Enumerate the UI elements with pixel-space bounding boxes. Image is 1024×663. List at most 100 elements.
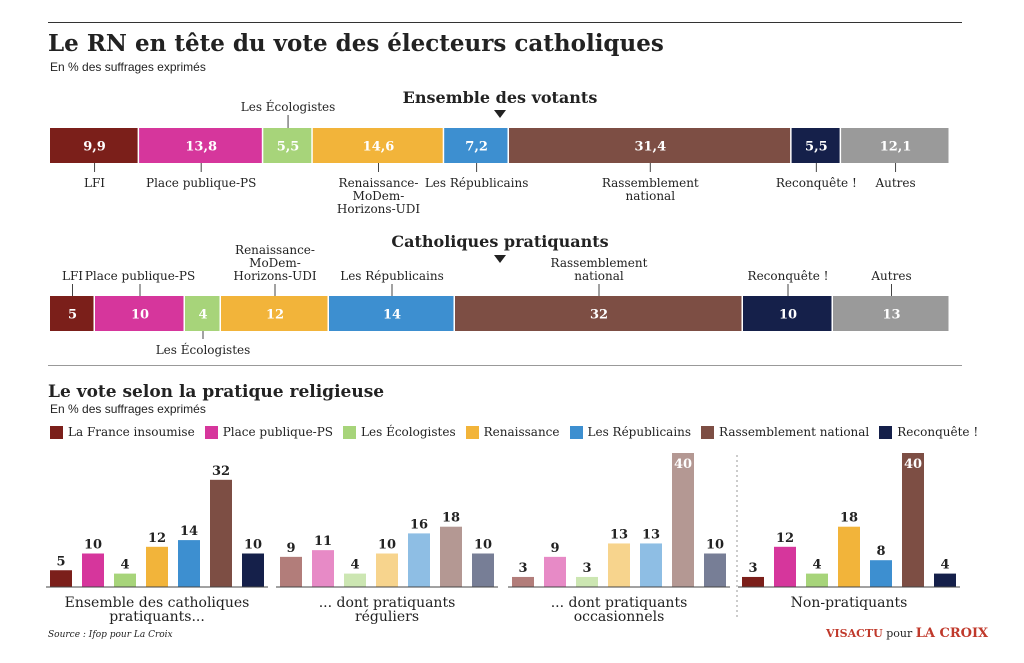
group-bar bbox=[114, 573, 136, 587]
legend-label: Les Écologistes bbox=[361, 425, 456, 439]
segment-value-label: 5,5 bbox=[805, 140, 828, 155]
group-bar bbox=[608, 543, 630, 587]
group-bar bbox=[50, 570, 72, 587]
group-label: Non-pratiquants bbox=[791, 595, 908, 611]
bar-value-label: 12 bbox=[776, 531, 794, 546]
stack-segment bbox=[455, 296, 742, 331]
group-bar bbox=[742, 576, 764, 587]
stack-segment bbox=[791, 128, 840, 163]
segment-category-label: Rassemblement bbox=[551, 256, 648, 270]
group-bar bbox=[512, 576, 534, 587]
stack-segment bbox=[221, 296, 328, 331]
segment-value-label: 14 bbox=[383, 308, 401, 323]
group-bar bbox=[774, 546, 796, 587]
segment-category-label: Reconquête ! bbox=[776, 176, 857, 190]
legend-swatch bbox=[879, 425, 893, 439]
segment-category-label: LFI bbox=[84, 176, 105, 190]
credit-brand-visactu: VISACTU bbox=[826, 627, 883, 640]
legend-swatch bbox=[569, 425, 583, 439]
bar-value-label: 4 bbox=[812, 558, 821, 573]
group-label: ... dont pratiquants bbox=[551, 595, 688, 611]
segment-category-label: Renaissance- bbox=[235, 243, 315, 257]
legend-item: Rassemblement national bbox=[701, 425, 869, 439]
section2-subtitle: En % des suffrages exprimés bbox=[50, 402, 206, 416]
legend-item: Renaissance bbox=[465, 425, 560, 439]
segment-value-label: 13,8 bbox=[185, 140, 217, 155]
group-bar bbox=[178, 540, 200, 587]
segment-value-label: 10 bbox=[779, 308, 797, 323]
stack-segment bbox=[329, 296, 454, 331]
arrow-down-icon bbox=[494, 110, 506, 118]
segment-category-label: Autres bbox=[874, 176, 915, 190]
segment-value-label: 32 bbox=[590, 308, 608, 323]
bar-value-label: 4 bbox=[120, 558, 129, 573]
group-bar bbox=[344, 573, 366, 587]
source-note: Source : Ifop pour La Croix bbox=[48, 630, 173, 640]
stack-segment bbox=[312, 128, 443, 163]
segment-value-label: 12,1 bbox=[880, 140, 912, 155]
segment-category-label: national bbox=[574, 269, 624, 283]
group-bar bbox=[210, 479, 232, 587]
stack-segment bbox=[139, 128, 262, 163]
legend-swatch bbox=[50, 425, 63, 439]
group-bar bbox=[312, 550, 334, 587]
group-bar bbox=[82, 553, 104, 587]
stack-segment bbox=[509, 128, 791, 163]
chart-subtitle: En % des suffrages exprimés bbox=[50, 60, 206, 74]
stack-segment bbox=[50, 128, 138, 163]
group-bar bbox=[576, 576, 598, 587]
segment-value-label: 12 bbox=[266, 308, 284, 323]
legend-label: Les Républicains bbox=[587, 425, 692, 439]
stack-segment bbox=[743, 296, 832, 331]
top-rule bbox=[48, 22, 962, 23]
bar-value-label: 10 bbox=[378, 538, 396, 553]
bar-value-label: 14 bbox=[180, 524, 198, 539]
group-bar bbox=[640, 543, 662, 587]
bar-value-label: 18 bbox=[840, 511, 858, 526]
group-bar bbox=[472, 553, 494, 587]
bar-value-label: 12 bbox=[148, 531, 166, 546]
stack2-title: Catholiques pratiquants bbox=[391, 232, 609, 251]
bar-value-label: 11 bbox=[314, 534, 332, 549]
arrow-down-icon bbox=[494, 255, 506, 263]
segment-category-label: MoDem- bbox=[249, 256, 301, 270]
section-divider bbox=[48, 365, 962, 366]
legend-label: Rassemblement national bbox=[719, 425, 870, 439]
segment-value-label: 9,9 bbox=[83, 140, 106, 155]
group-bar bbox=[704, 553, 726, 587]
group-bar bbox=[408, 533, 430, 587]
group-bar bbox=[806, 573, 828, 587]
credit: VISACTU pour LA CROIX bbox=[826, 626, 988, 641]
legend-label: Reconquête ! bbox=[897, 425, 979, 439]
segment-category-label: Horizons-UDI bbox=[233, 269, 316, 283]
bar-value-label: 3 bbox=[748, 561, 757, 576]
bar-value-label: 13 bbox=[610, 527, 628, 542]
legend-swatch bbox=[343, 425, 357, 439]
group-bar bbox=[280, 556, 302, 587]
legend-label: La France insoumise bbox=[68, 425, 195, 439]
bar-value-label: 16 bbox=[410, 517, 428, 532]
credit-word: pour bbox=[886, 627, 913, 640]
bar-value-label: 3 bbox=[518, 561, 527, 576]
group-bar bbox=[544, 556, 566, 587]
legend-item: Place publique-PS bbox=[204, 425, 333, 439]
segment-category-label: MoDem- bbox=[353, 189, 405, 203]
group-bar bbox=[672, 453, 694, 587]
stack-segment bbox=[841, 128, 949, 163]
legend-swatch bbox=[204, 425, 218, 439]
bar-value-label: 9 bbox=[550, 541, 559, 556]
legend-item: Les Écologistes bbox=[343, 425, 456, 439]
group-bar bbox=[146, 546, 168, 587]
stack-segment bbox=[833, 296, 949, 331]
stack-segment bbox=[50, 296, 94, 331]
legend-item: Les Républicains bbox=[569, 425, 692, 439]
segment-value-label: 5 bbox=[68, 308, 77, 323]
group-bar bbox=[242, 553, 264, 587]
segment-category-label: Les Écologistes bbox=[156, 342, 251, 357]
group-label: réguliers bbox=[355, 609, 419, 625]
stack1-title: Ensemble des votants bbox=[402, 88, 598, 107]
group-label: Ensemble des catholiques bbox=[65, 595, 250, 611]
segment-value-label: 14,6 bbox=[363, 140, 395, 155]
bar-value-label: 8 bbox=[876, 544, 885, 559]
bar-value-label: 10 bbox=[474, 538, 492, 553]
